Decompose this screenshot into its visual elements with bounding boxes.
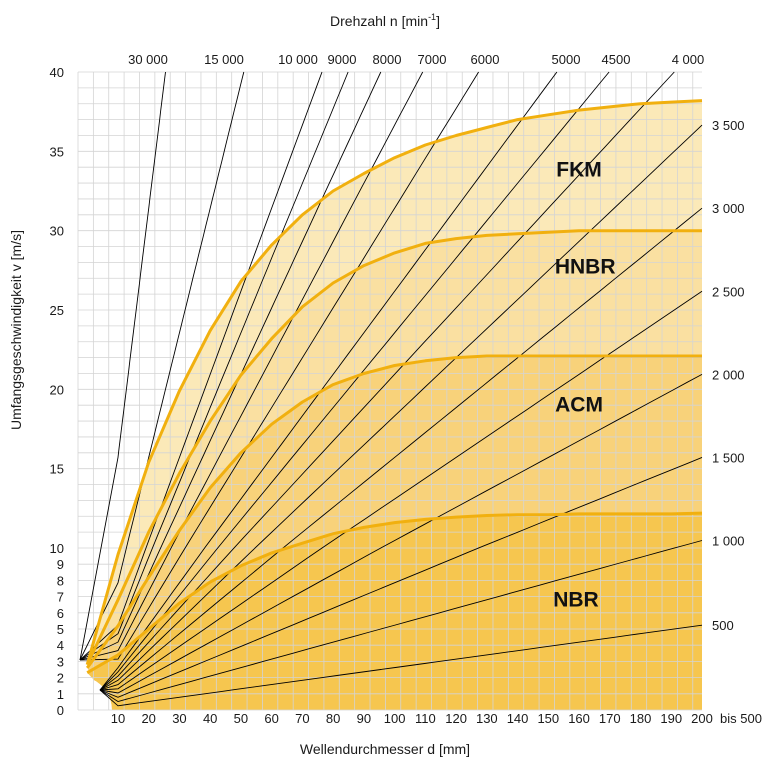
right-rpm-label: 500 [712,618,734,633]
y-tick-label: 5 [57,622,64,637]
x-tick-label: 70 [295,711,309,726]
top-rpm-label: 9000 [328,52,357,67]
y-tick-label: 9 [57,557,64,572]
right-rpm-label: 1 000 [712,534,745,549]
y-tick-label: 30 [50,224,64,239]
region-fill-nbr [87,513,702,710]
rpm-line-4000 [99,71,675,691]
top-rpm-label: 4500 [602,52,631,67]
rpm-line-8000 [79,71,382,661]
x-tick-label: 80 [326,711,340,726]
x-tick-label-extra: bis 500 [720,711,762,726]
y-tick-label: 3 [57,654,64,669]
region-label-acm: ACM [555,394,603,417]
limit-curve-fkm [85,99,703,666]
top-rpm-label: 7000 [418,52,447,67]
y-tick-label: 35 [50,144,64,159]
rpm-line-2500 [99,290,703,691]
right-rpm-label: 2 500 [712,284,745,299]
y-tick-label: 8 [57,573,64,588]
limit-curve-acm [85,354,702,669]
limit-curve-nbr [86,511,703,674]
rpm-line-3000 [99,207,703,691]
x-tick-label: 170 [599,711,621,726]
region-labels: FKM HNBR ACM NBR [553,159,615,612]
rpm-line-9000 [79,71,349,661]
top-axis-title: Drehzahl n [min-1] [330,12,440,29]
x-tick-label: 200 [691,711,713,726]
rpm-line-5000 [99,71,558,691]
rpm-line-3500 [99,124,703,691]
x-tick-label: 50 [234,711,248,726]
y-tick-label: 2 [57,671,64,686]
top-rpm-label: 30 000 [128,52,168,67]
top-rpm-label: 6000 [471,52,500,67]
rpm-line-4500 [99,71,610,691]
region-label-fkm: FKM [556,159,602,182]
x-tick-label: 160 [568,711,590,726]
rpm-line-1500 [99,456,703,698]
region-fills [87,100,702,711]
rpm-line-15000 [79,71,245,661]
limit-curves [85,99,703,674]
y-tick-label: 6 [57,606,64,621]
x-tick-label: 40 [203,711,217,726]
x-tick-label: 60 [264,711,278,726]
grid-lines [77,71,702,711]
top-rpm-label: 5000 [552,52,581,67]
rpm-lines [79,71,703,707]
y-tick-label: 4 [57,638,64,653]
y-tick-label: 25 [50,303,64,318]
rpm-line-500 [99,624,703,707]
y-tick-label: 15 [50,462,64,477]
y-tick-label: 7 [57,590,64,605]
rpm-line-30000 [79,71,166,661]
x-tick-label: 20 [141,711,155,726]
y-tick-label: 40 [50,65,64,80]
top-rpm-label: 10 000 [278,52,318,67]
top-rpm-label: 15 000 [204,52,244,67]
x-axis-title: Wellendurchmesser d [mm] [300,741,470,757]
x-tick-label: 100 [384,711,406,726]
x-tick-label: 150 [537,711,559,726]
rpm-line-2000 [99,374,703,694]
x-tick-label: 130 [476,711,498,726]
x-tick-label: 90 [357,711,371,726]
rpm-line-10000 [79,71,323,661]
y-tick-label: 20 [50,382,64,397]
region-label-nbr: NBR [553,588,599,611]
top-rpm-label: 4 000 [672,52,705,67]
y-axis-title: Umfangsgeschwindigkeit v [m/s] [8,230,24,430]
limit-curve-hnbr [85,229,702,666]
rpm-line-6000 [79,71,479,661]
x-tick-label: 140 [507,711,529,726]
x-tick-label: 190 [660,711,682,726]
x-tick-label: 120 [445,711,467,726]
rpm-line-1000 [99,540,703,702]
right-rpm-label: 3 500 [712,118,745,133]
region-label-hnbr: HNBR [555,256,616,279]
y-tick-label: 10 [50,541,64,556]
x-tick-label: 10 [111,711,125,726]
tick-labels: 10 20 30 40 50 60 70 80 90 100 110 120 130 140 150 160 1… [50,52,762,726]
top-rpm-label: 8000 [373,52,402,67]
y-tick-label: 1 [57,687,64,702]
right-rpm-label: 1 500 [712,450,745,465]
x-tick-label: 110 [415,711,436,726]
x-tick-label: 30 [172,711,186,726]
right-rpm-label: 2 000 [712,367,745,382]
y-tick-label: 0 [57,703,64,718]
x-tick-label: 180 [630,711,652,726]
right-rpm-label: 3 000 [712,201,745,216]
